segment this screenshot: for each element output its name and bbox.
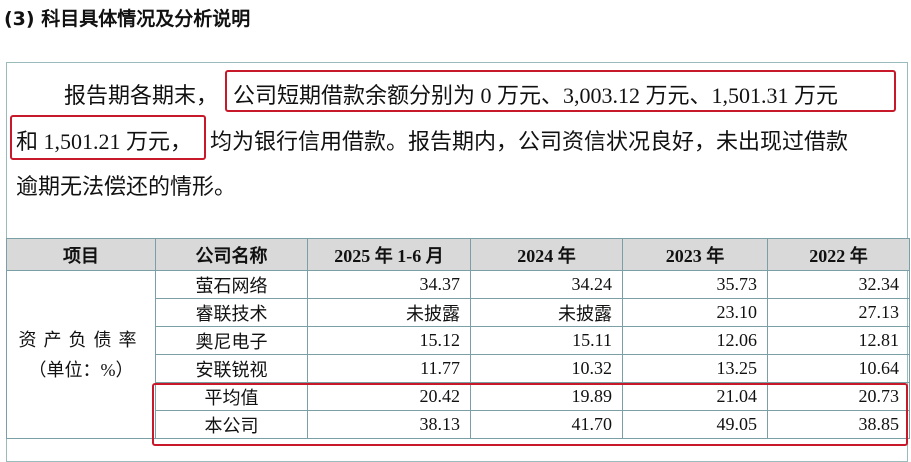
cell-value: 12.81 [767,326,910,355]
row-header-line: 资产负债率 [18,329,144,350]
cell-value: 27.13 [767,298,910,327]
company-name: 奥尼电子 [155,326,308,355]
table-row: 资产负债率 （单位：%） 萤石网络 34.37 34.24 35.73 32.34 [6,270,910,439]
cell-value: 15.11 [470,326,623,355]
section-title: (3) 科目具体情况及分析说明 [4,8,251,30]
ratio-table: 项目 公司名称 2025 年 1-6 月 2024 年 2023 年 2022 年 资产负… [6,238,910,439]
cell-value: 35.73 [622,270,768,299]
column-header: 2022 年 [767,238,910,271]
paragraph-text: 和 1,501.21 万元， [16,129,193,154]
paragraph-text: 均为银行信用借款。报告期内，公司资信状况良好，未出现过借款 [210,129,849,154]
cell-value: 未披露 [307,298,471,327]
cell-value: 19.89 [470,382,623,411]
cell-value: 38.13 [307,410,471,439]
cell-value: 38.85 [767,410,910,439]
cell-value: 41.70 [470,410,623,439]
cell-value: 49.05 [622,410,768,439]
company-name: 萤石网络 [155,270,308,299]
cell-value: 13.25 [622,354,768,383]
highlight-box [152,383,908,446]
table-row: 本公司 38.13 41.70 49.05 38.85 [7,410,910,439]
company-name: 本公司 [155,410,308,439]
cell-value: 32.34 [767,270,910,299]
cell-value: 12.06 [622,326,768,355]
row-header: 资产负债率 （单位：%） [6,270,156,439]
table-row: 睿联技术 未披露 未披露 23.10 27.13 [7,298,910,327]
page: (3) 科目具体情况及分析说明 报告期各期末， 公司短期借款余额分别为 0 万元… [4,8,910,462]
highlight-box [225,70,896,112]
paragraph-text: 公司短期借款余额分别为 0 万元、3,003.12 万元、1,501.31 万元 [233,83,839,108]
column-header: 项目 [6,238,156,271]
paragraph-text: 逾期无法偿还的情形。 [16,174,237,199]
cell-value: 34.37 [307,270,471,299]
column-header: 公司名称 [155,238,308,271]
cell-value: 11.77 [307,354,471,383]
cell-value: 10.64 [767,354,910,383]
highlight-box [10,115,206,160]
column-header: 2025 年 1-6 月 [307,238,471,271]
column-header: 2024 年 [470,238,623,271]
cell-value: 15.12 [307,326,471,355]
cell-value: 未披露 [470,298,623,327]
paragraph-text: 报告期各期末， [64,83,219,108]
cell-value: 10.32 [470,354,623,383]
cell-value: 34.24 [470,270,623,299]
company-name: 睿联技术 [155,298,308,327]
row-header-line: （单位：%） [28,359,134,380]
cell-value: 23.10 [622,298,768,327]
cell-value: 21.04 [622,382,768,411]
company-name: 安联锐视 [155,354,308,383]
header-row: 项目 公司名称 2025 年 1-6 月 2024 年 2023 年 2022 年 [6,238,910,271]
column-header: 2023 年 [622,238,768,271]
